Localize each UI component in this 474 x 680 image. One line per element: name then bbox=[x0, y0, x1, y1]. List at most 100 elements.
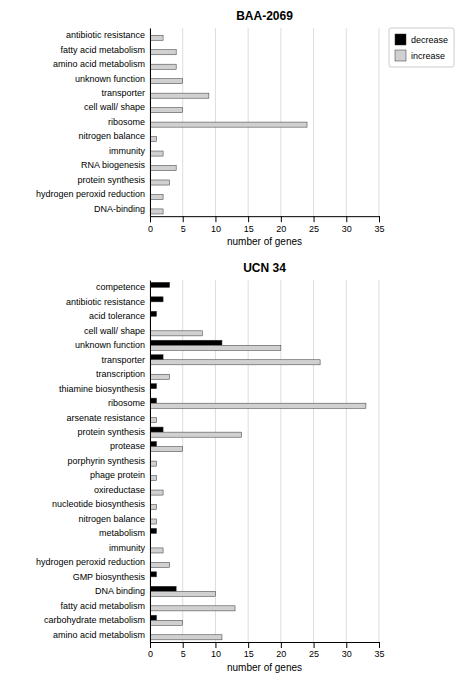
y-tick: RNA biogenesis bbox=[81, 160, 146, 170]
y-tick: antibiotic resistance bbox=[66, 30, 145, 40]
x-axis-line bbox=[151, 217, 380, 223]
x-tick: 35 bbox=[374, 216, 384, 233]
x-tick-mark bbox=[346, 216, 347, 222]
y-tick-label: fatty acid metabolism bbox=[60, 45, 145, 55]
x-tick: 0 bbox=[148, 216, 153, 233]
grid-line bbox=[346, 28, 347, 216]
bar-series bbox=[150, 35, 307, 214]
x-tick: 20 bbox=[276, 642, 286, 659]
y-tick-label: nitrogen balance bbox=[78, 131, 145, 141]
grid-line bbox=[150, 28, 151, 216]
x-tick-label: 30 bbox=[342, 649, 352, 659]
y-tick-label: ribosome bbox=[108, 398, 145, 408]
x-tick-label: 10 bbox=[211, 224, 221, 234]
x-tick-label: 30 bbox=[342, 224, 352, 234]
legend-item: decrease bbox=[395, 34, 448, 45]
y-tick-label: acid tolerance bbox=[89, 311, 145, 321]
chart-panel: BAA-206905101520253035number of genesant… bbox=[36, 9, 454, 247]
bar bbox=[150, 166, 176, 171]
y-tick: unknown function bbox=[75, 74, 145, 84]
y-tick: carbohydrate metabolism bbox=[44, 615, 145, 625]
legend-item: increase bbox=[395, 50, 445, 61]
x-tick-label: 5 bbox=[181, 649, 186, 659]
y-tick: nucleotide biosynthesis bbox=[52, 499, 146, 509]
y-tick: unknown function bbox=[75, 340, 145, 350]
grid-line bbox=[313, 280, 314, 642]
y-tick-label: metabolism bbox=[99, 528, 145, 538]
x-tick: 10 bbox=[211, 642, 221, 659]
x-tick-mark bbox=[215, 216, 216, 222]
y-tick: immunity bbox=[109, 146, 146, 156]
legend-swatch bbox=[395, 50, 406, 61]
bar bbox=[150, 620, 183, 625]
bar bbox=[150, 93, 209, 98]
x-tick-label: 20 bbox=[276, 224, 286, 234]
y-tick-label: amino acid metabolism bbox=[53, 59, 145, 69]
y-tick-label: cell wall/ shape bbox=[84, 102, 145, 112]
y-tick: protein synthesis bbox=[77, 175, 145, 185]
chart-svg: BAA-206905101520253035number of genesant… bbox=[0, 0, 474, 680]
y-tick: DNA binding bbox=[95, 586, 145, 596]
y-tick: GMP biosynthesis bbox=[73, 572, 146, 582]
chart-title: UCN 34 bbox=[243, 261, 286, 275]
x-tick: 15 bbox=[244, 216, 254, 233]
y-tick-label: hydrogen peroxid reduction bbox=[36, 557, 145, 567]
x-axis-title: number of genes bbox=[227, 236, 302, 247]
chart-title: BAA-2069 bbox=[236, 9, 293, 23]
x-tick-mark bbox=[346, 642, 347, 648]
x-tick: 5 bbox=[181, 216, 186, 233]
x-tick-label: 35 bbox=[374, 224, 384, 234]
bar bbox=[150, 35, 163, 40]
legend-swatch bbox=[395, 34, 406, 45]
bars bbox=[150, 35, 307, 214]
x-tick-mark bbox=[150, 642, 151, 648]
x-tick-label: 15 bbox=[244, 649, 254, 659]
grid-line bbox=[379, 280, 380, 642]
y-tick: amino acid metabolism bbox=[53, 59, 145, 69]
y-tick: cell wall/ shape bbox=[84, 102, 145, 112]
x-tick: 0 bbox=[148, 642, 153, 659]
x-tick-mark bbox=[183, 642, 184, 648]
y-tick-label: thiamine biosynthesis bbox=[59, 384, 146, 394]
legend: decrease increase bbox=[389, 28, 454, 67]
bar-series bbox=[150, 331, 366, 640]
y-tick-label: hydrogen peroxid reduction bbox=[36, 189, 145, 199]
y-tick: porphyrin synthesis bbox=[67, 456, 145, 466]
y-tick-label: amino acid metabolism bbox=[53, 630, 145, 640]
y-tick: immunity bbox=[109, 543, 146, 553]
bar bbox=[150, 180, 170, 185]
x-tick-mark bbox=[314, 642, 315, 648]
x-tick: 10 bbox=[211, 216, 221, 233]
bar bbox=[150, 355, 163, 360]
bar bbox=[150, 209, 163, 214]
y-tick: hydrogen peroxid reduction bbox=[36, 189, 145, 199]
y-tick: nitrogen balance bbox=[78, 131, 145, 141]
x-tick-mark bbox=[314, 216, 315, 222]
grid-line bbox=[313, 28, 314, 216]
legend-label: increase bbox=[411, 51, 445, 61]
bar bbox=[150, 427, 163, 432]
y-tick: thiamine biosynthesis bbox=[59, 384, 146, 394]
y-tick: phage protein bbox=[90, 470, 145, 480]
y-tick-label: antibiotic resistance bbox=[66, 30, 145, 40]
y-tick: nitrogen balance bbox=[78, 514, 145, 524]
x-tick-label: 0 bbox=[148, 224, 153, 234]
y-tick: oxireductase bbox=[94, 485, 145, 495]
bar bbox=[150, 403, 366, 408]
y-tick-label: carbohydrate metabolism bbox=[44, 615, 145, 625]
y-tick-label: protease bbox=[110, 441, 145, 451]
y-tick-label: protein synthesis bbox=[77, 175, 145, 185]
y-tick: competence bbox=[96, 282, 145, 292]
grid-line bbox=[379, 28, 380, 216]
bar bbox=[150, 108, 183, 113]
x-tick: 35 bbox=[374, 642, 384, 659]
bar bbox=[150, 50, 176, 55]
y-tick: antibiotic resistance bbox=[66, 297, 145, 307]
bar bbox=[150, 447, 183, 452]
legend-label: decrease bbox=[411, 35, 448, 45]
y-tick: transporter bbox=[101, 355, 145, 365]
x-axis: 05101520253035 bbox=[148, 642, 385, 659]
y-axis-line bbox=[150, 29, 151, 217]
x-tick-label: 20 bbox=[276, 649, 286, 659]
x-tick-mark bbox=[248, 216, 249, 222]
